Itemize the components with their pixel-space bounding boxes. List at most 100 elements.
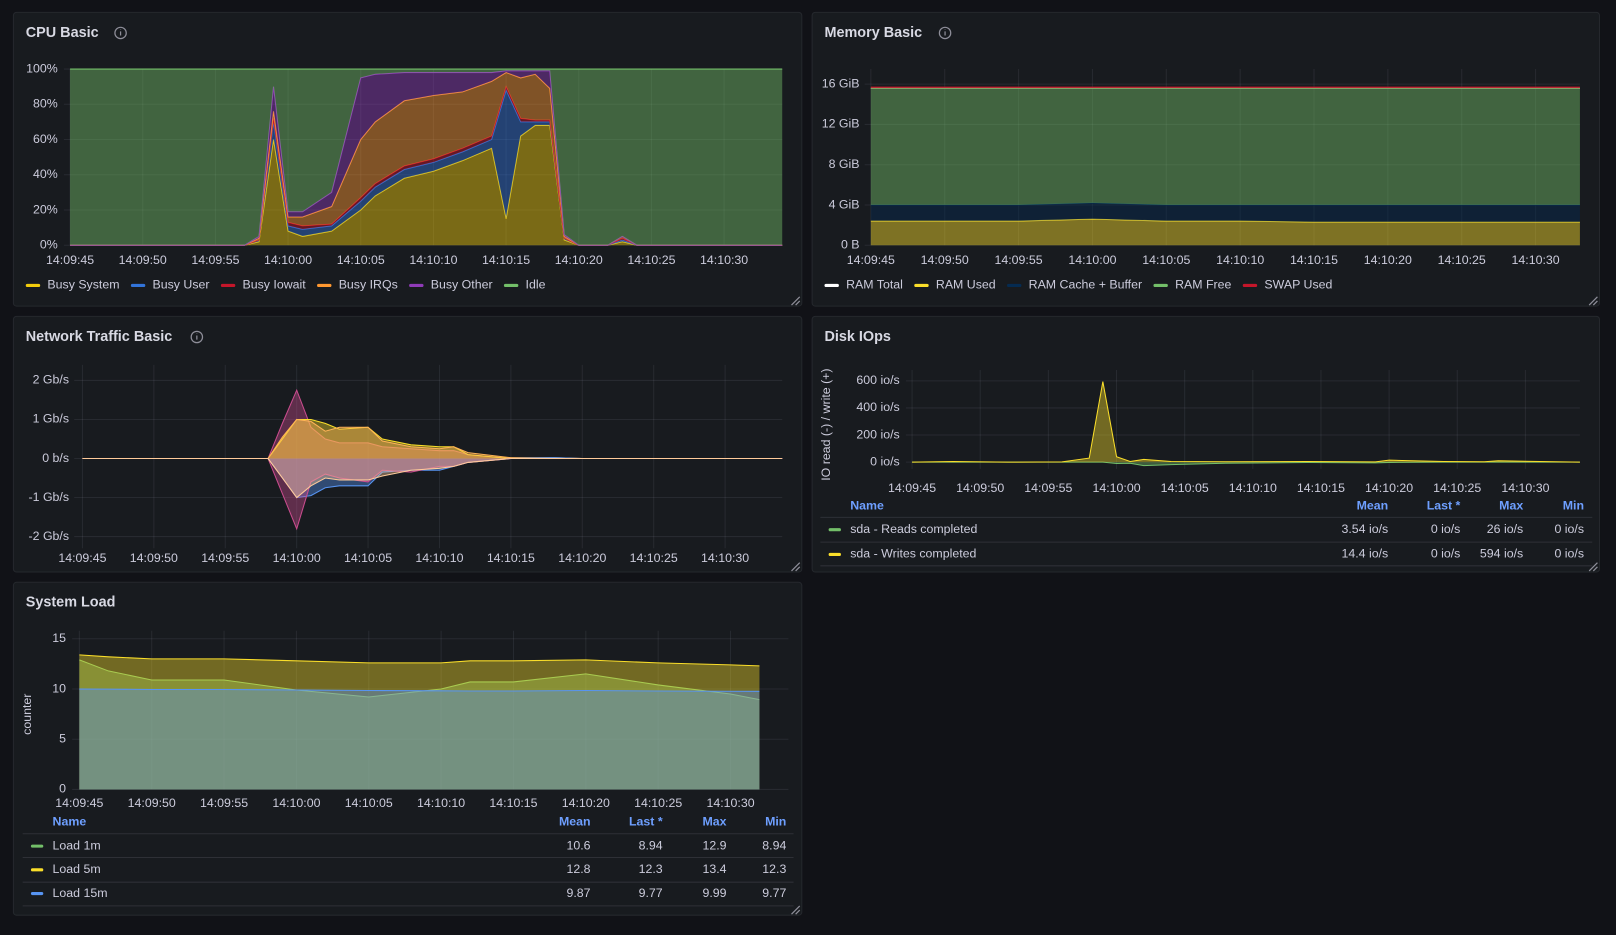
panel (811, 315, 1601, 573)
y-tick-label: -1 Gb/s (29, 490, 70, 504)
x-tick-label: 14:10:30 (1512, 253, 1560, 267)
legend-stat: 12.8 (566, 862, 590, 876)
legend-stat: 12.3 (639, 862, 663, 876)
x-tick-label: 14:10:00 (1092, 481, 1140, 495)
series-line (79, 688, 760, 692)
y-tick-label: 5 (59, 731, 66, 745)
area-fill (870, 203, 1580, 223)
info-icon[interactable] (190, 330, 204, 344)
x-tick-label: 14:10:10 (409, 253, 457, 267)
area-fill (870, 219, 1580, 246)
legend-swatch (1242, 283, 1258, 288)
x-tick-label: 14:10:15 (487, 551, 535, 565)
legend-label: Load 15m (53, 886, 108, 900)
x-tick-label: 14:09:50 (921, 253, 969, 267)
area-fill (70, 125, 783, 246)
panel-title: CPU Basic (26, 25, 99, 41)
x-tick-label: 14:09:45 (46, 253, 94, 267)
legend-stat: 0 io/s (1554, 522, 1584, 536)
x-tick-label: 14:10:00 (264, 253, 312, 267)
panel (12, 11, 803, 307)
series-line (870, 202, 1580, 206)
panel (12, 581, 803, 916)
legend-header: Min (765, 815, 786, 829)
x-tick-label: 14:10:00 (1068, 253, 1116, 267)
y-tick-label: 600 io/s (856, 373, 899, 387)
legend-label: RAM Total (846, 278, 903, 292)
legend-header: Last * (1427, 498, 1461, 512)
x-tick-label: 14:10:15 (1297, 481, 1345, 495)
x-tick-label: 14:10:00 (272, 796, 320, 810)
x-tick-label: 14:09:50 (128, 796, 176, 810)
legend-stat: 14.4 io/s (1341, 547, 1388, 561)
legend-label: sda - Writes completed (850, 547, 976, 561)
x-tick-label: 14:10:25 (1438, 253, 1486, 267)
y-tick-label: 2 Gb/s (33, 373, 69, 387)
x-tick-label: 14:10:30 (701, 551, 749, 565)
legend-stat: 9.99 (703, 886, 727, 900)
series-line (870, 218, 1580, 223)
legend-stat: 13.4 (703, 862, 727, 876)
legend-swatch (828, 552, 841, 557)
legend-header: Name (850, 498, 884, 512)
legend-label: sda - Reads completed (850, 522, 977, 536)
area-fill (82, 419, 783, 459)
series-line (79, 659, 760, 701)
area-fill (70, 72, 783, 246)
legend-stat: 26 io/s (1487, 522, 1523, 536)
area-fill (82, 457, 783, 498)
resize-handle[interactable] (1588, 562, 1598, 572)
x-tick-label: 14:10:25 (634, 796, 682, 810)
y-tick-label: 16 GiB (822, 76, 860, 90)
legend-header: Mean (1357, 498, 1389, 512)
x-tick-label: 14:09:55 (191, 253, 239, 267)
legend-swatch (25, 283, 41, 288)
x-tick-label: 14:09:45 (847, 253, 895, 267)
resize-handle[interactable] (791, 905, 801, 915)
x-tick-label: 14:10:05 (1142, 253, 1190, 267)
legend-label: Busy User (153, 278, 210, 292)
legend-stat: 12.9 (703, 838, 727, 852)
legend-label: Load 5m (53, 862, 101, 876)
legend-stat: 9.87 (566, 886, 590, 900)
x-tick-label: 14:10:05 (344, 551, 392, 565)
legend-stat: 0 io/s (1431, 547, 1461, 561)
legend-label: Busy Iowait (243, 278, 307, 292)
x-tick-label: 14:10:25 (1433, 481, 1481, 495)
y-tick-label: 40% (33, 167, 58, 181)
legend-swatch (503, 283, 519, 288)
x-tick-label: 14:10:20 (1365, 481, 1413, 495)
area-fill (70, 90, 783, 246)
y-tick-label: 60% (33, 132, 58, 146)
legend-header: Mean (559, 815, 591, 829)
info-icon[interactable] (114, 26, 127, 40)
legend-swatch (30, 844, 44, 848)
panel-title: Disk IOps (824, 329, 890, 345)
x-tick-label: 14:10:10 (417, 796, 465, 810)
legend-swatch (317, 283, 332, 288)
y-tick-label: 4 GiB (829, 197, 860, 211)
area-fill (79, 654, 760, 790)
panel-title: Memory Basic (824, 25, 922, 41)
resize-handle[interactable] (791, 562, 801, 572)
legend-swatch (130, 283, 146, 288)
area-fill (82, 419, 783, 459)
resize-handle[interactable] (791, 296, 801, 306)
y-tick-label: 80% (33, 97, 58, 111)
legend-header: Last * (629, 815, 663, 829)
x-tick-label: 14:10:15 (482, 253, 530, 267)
x-tick-label: 14:09:55 (200, 796, 248, 810)
x-tick-label: 14:10:30 (706, 796, 754, 810)
info-icon[interactable] (938, 26, 952, 40)
y-tick-label: 8 GiB (829, 157, 860, 171)
resize-handle[interactable] (1588, 296, 1598, 306)
legend-stat: 9.77 (639, 886, 663, 900)
x-tick-label: 14:10:20 (1364, 253, 1412, 267)
y-axis-label: counter (20, 694, 34, 735)
legend-swatch (409, 283, 424, 288)
x-tick-label: 14:09:50 (119, 253, 167, 267)
x-tick-label: 14:10:25 (630, 551, 678, 565)
legend-header: Min (1563, 498, 1584, 512)
x-tick-label: 14:10:05 (1161, 481, 1209, 495)
